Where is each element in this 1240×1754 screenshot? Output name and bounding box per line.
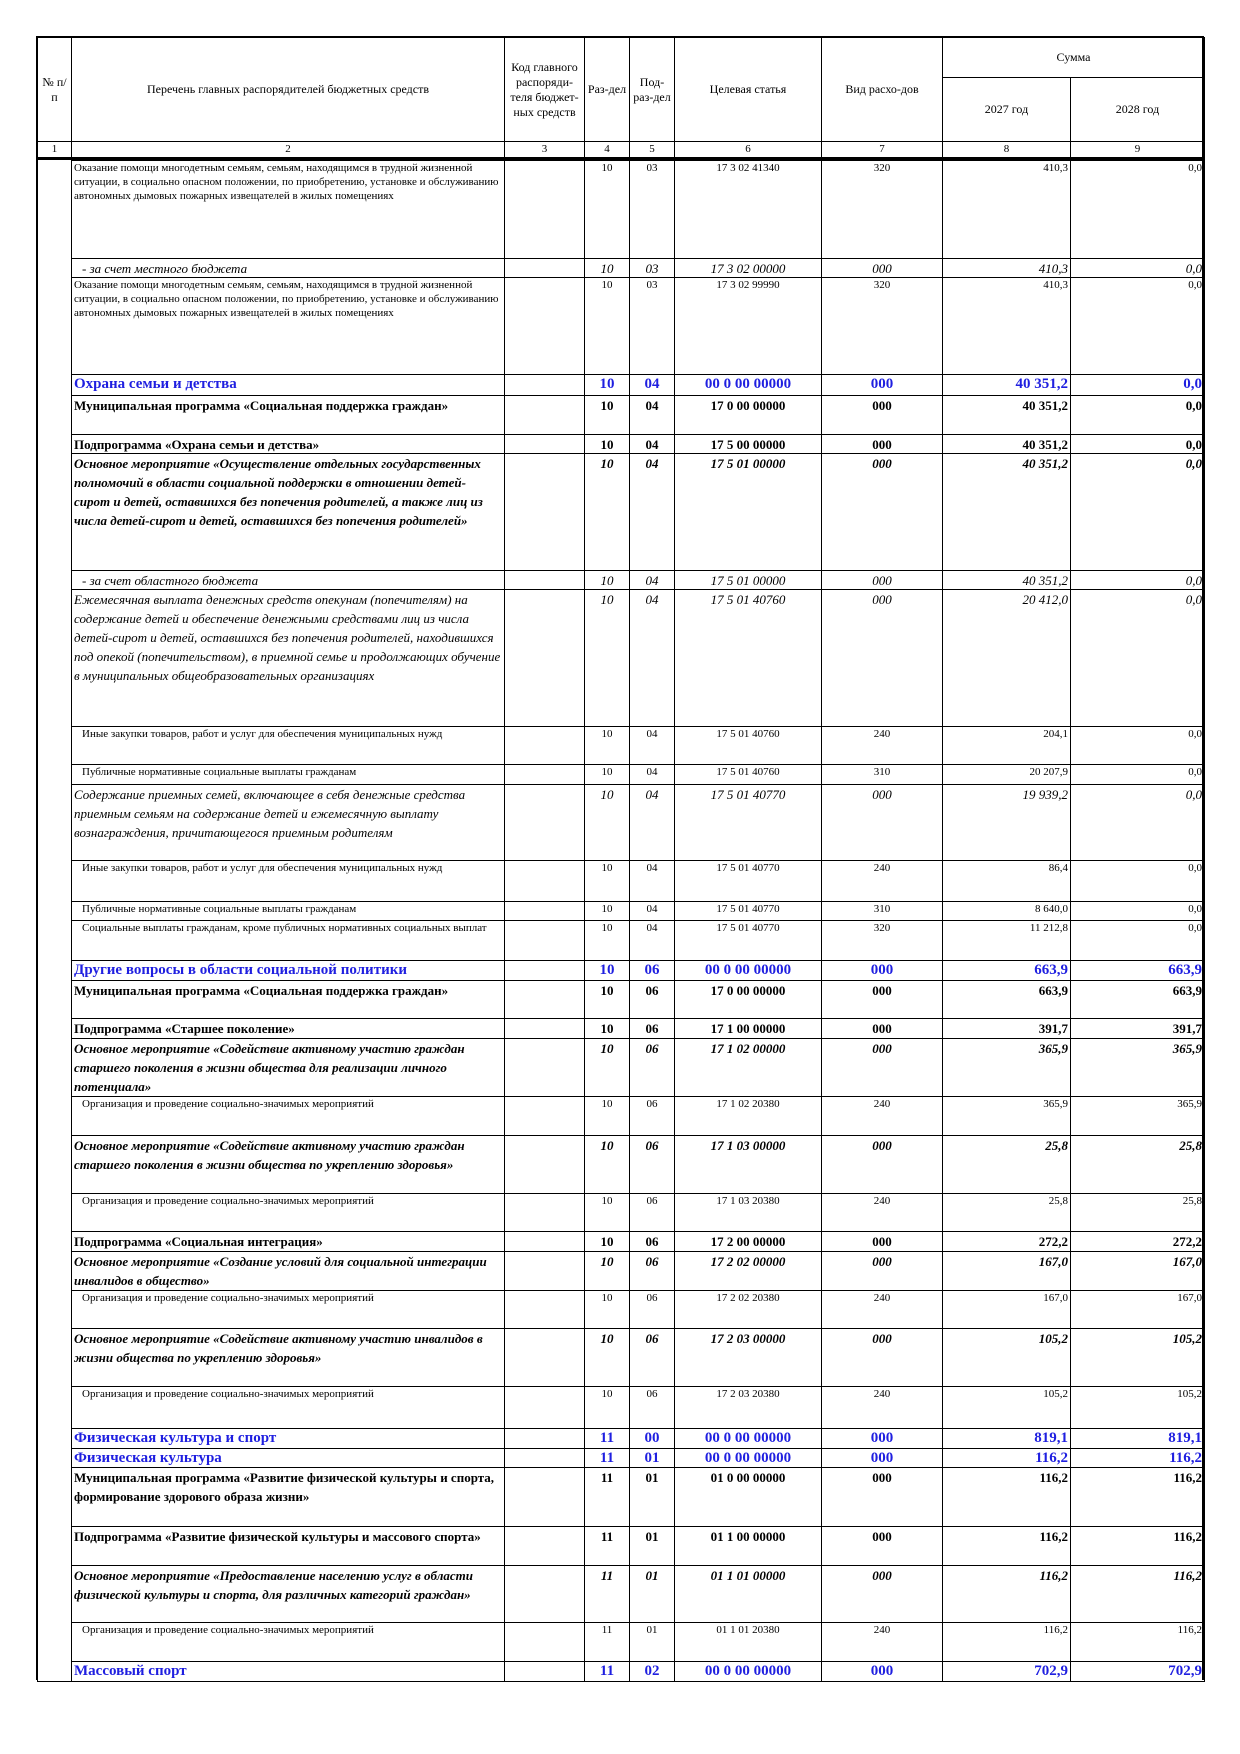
- rule: [37, 157, 1205, 160]
- row-name: Муниципальная программа «Развитие физиче…: [71, 1466, 505, 1528]
- row-name: Содержание приемных семей, включающее в …: [71, 784, 505, 862]
- row-name: Ежемесячная выплата денежных средств опе…: [71, 588, 505, 728]
- row-name: Основное мероприятие «Осуществление отде…: [71, 452, 505, 571]
- row-name: Основное мероприятие «Содействие активно…: [71, 1037, 505, 1098]
- row-name: Основное мероприятие «Содействие активно…: [71, 1135, 505, 1195]
- header-cell: Код главного распоряди-теля бюджет-ных с…: [504, 37, 585, 142]
- empty-cell: [504, 1661, 585, 1683]
- row-name: Оказание помощи многодетным семьям, семь…: [71, 160, 505, 260]
- row-cell: 702,9: [1070, 1661, 1205, 1683]
- table-border: [36, 36, 1204, 1681]
